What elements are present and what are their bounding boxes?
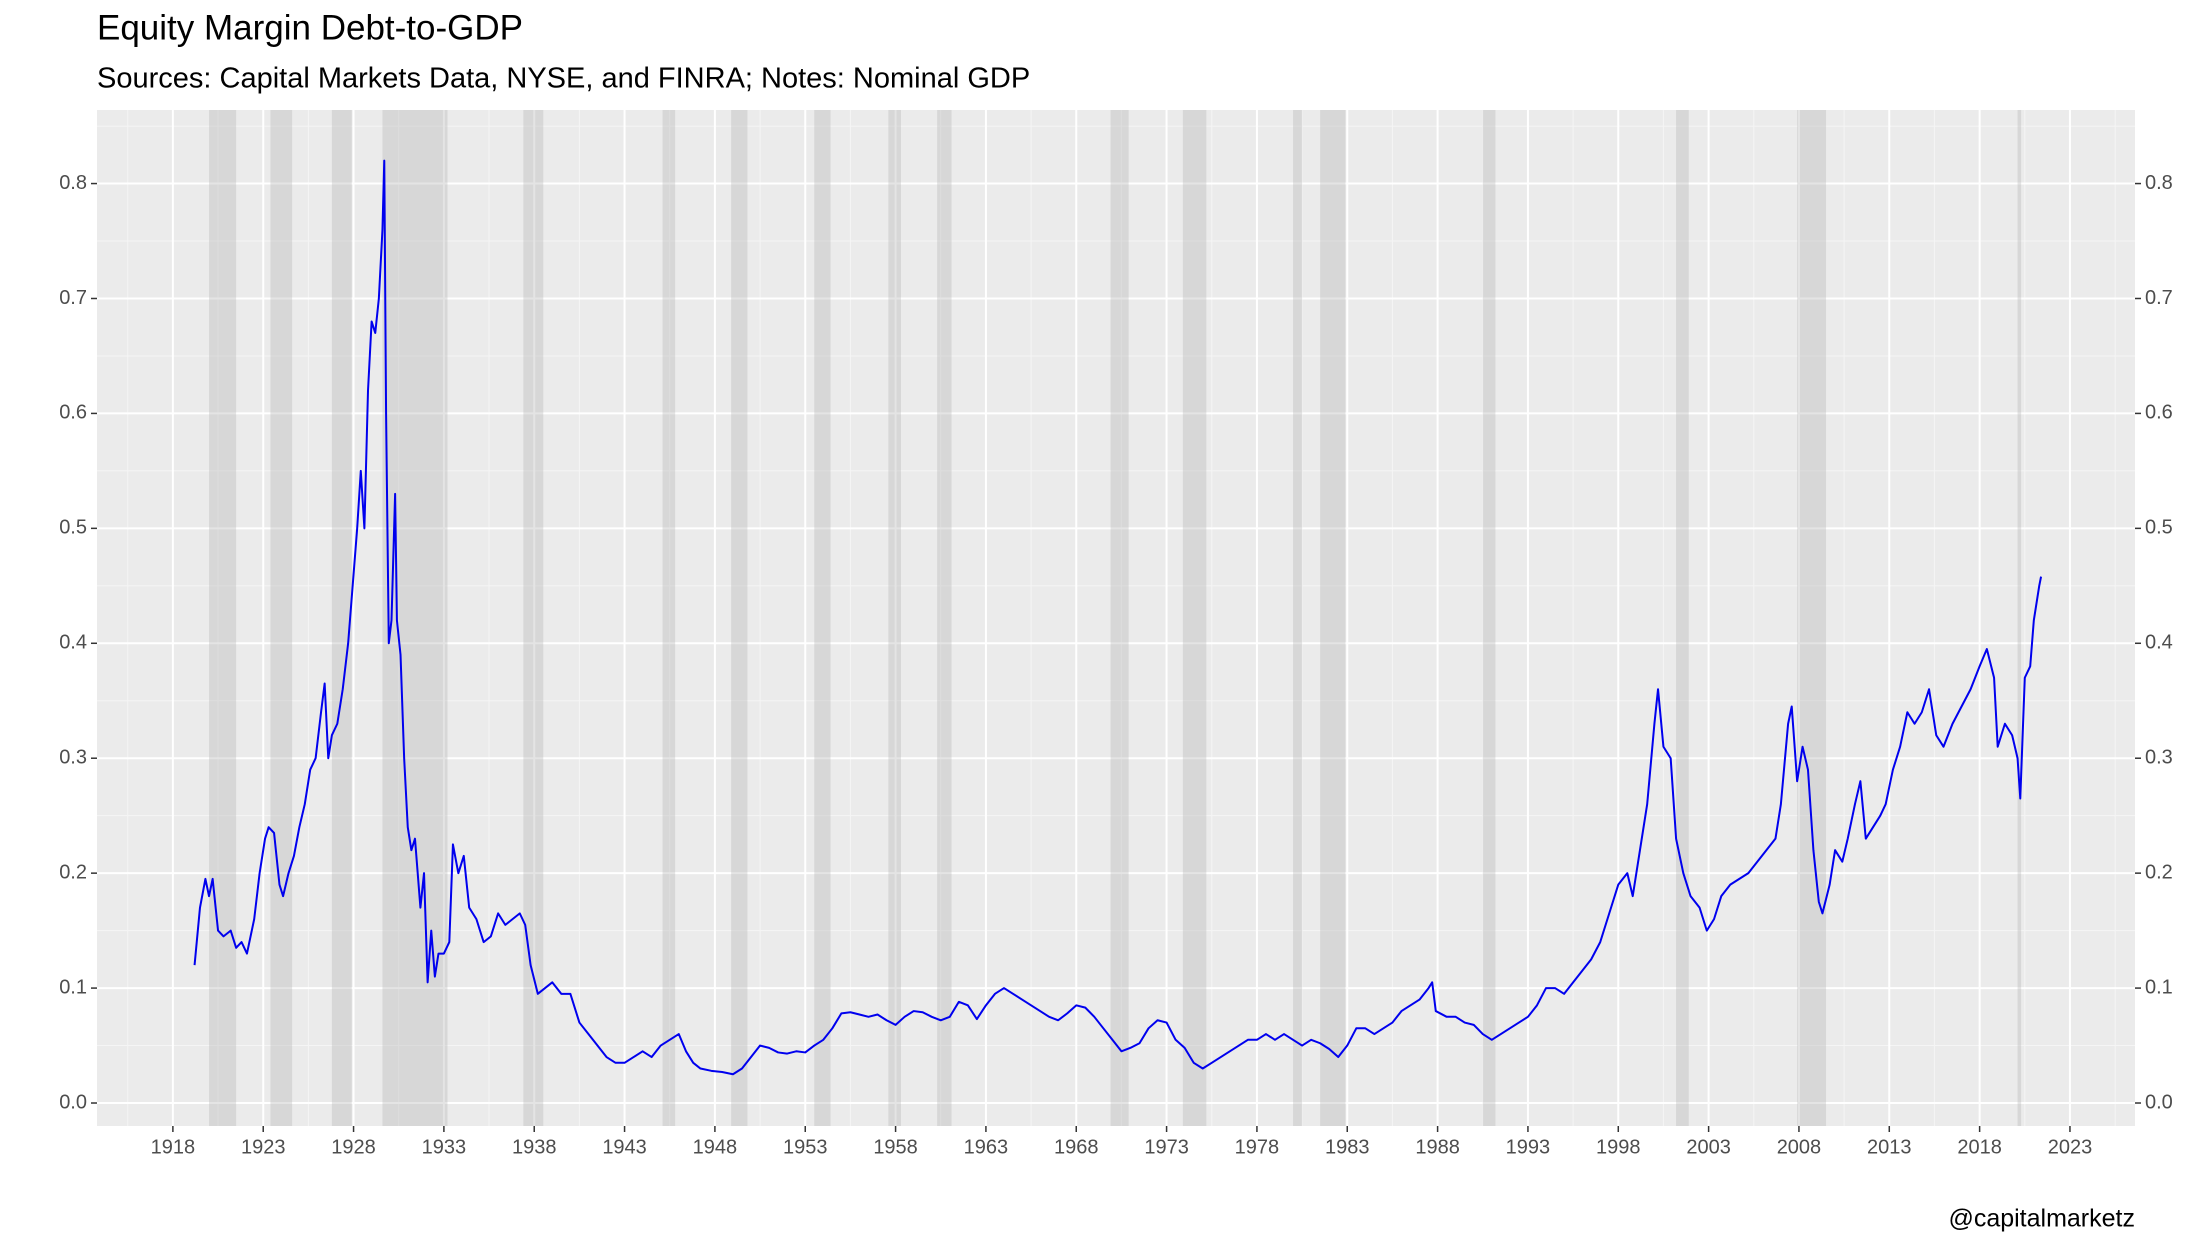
x-tick-label: 2023 [2048, 1136, 2093, 1158]
x-tick-label: 1918 [151, 1136, 196, 1158]
recession-band [937, 110, 952, 1126]
x-tick-label: 1998 [1596, 1136, 1641, 1158]
y-tick-label: 0.7 [59, 287, 87, 309]
x-tick-label: 2008 [1777, 1136, 1822, 1158]
x-tick-label: 2018 [1957, 1136, 2002, 1158]
x-tick-label: 1958 [873, 1136, 918, 1158]
x-tick-label: 1968 [1054, 1136, 1099, 1158]
recession-band [382, 110, 448, 1126]
recession-band [814, 110, 831, 1126]
recession-band [731, 110, 748, 1126]
y-tick-label: 0.6 [59, 402, 87, 424]
y-tick-label: 0.4 [59, 632, 87, 654]
x-tick-label: 1978 [1235, 1136, 1280, 1158]
recession-band [1797, 110, 1827, 1126]
y2-tick-label: 0.5 [2145, 517, 2173, 539]
y2-tick-label: 0.4 [2145, 632, 2173, 654]
chart-subtitle: Sources: Capital Markets Data, NYSE, and… [97, 63, 1030, 95]
x-tick-label: 1948 [693, 1136, 738, 1158]
x-tick-label: 1923 [241, 1136, 286, 1158]
y-tick-label: 0.2 [59, 861, 87, 883]
recession-band [1110, 110, 1129, 1126]
x-tick-label: 1973 [1144, 1136, 1189, 1158]
x-tick-label: 1988 [1415, 1136, 1460, 1158]
recession-band [1320, 110, 1346, 1126]
x-tick-label: 2003 [1686, 1136, 1731, 1158]
y-tick-label: 0.0 [59, 1091, 87, 1113]
y2-tick-label: 0.2 [2145, 861, 2173, 883]
y-tick-label: 0.1 [59, 976, 87, 998]
x-tick-label: 1943 [602, 1136, 647, 1158]
data-line [193, 159, 2043, 1076]
x-tick-label: 1928 [331, 1136, 376, 1158]
recession-band [662, 110, 676, 1126]
y2-tick-label: 0.3 [2145, 746, 2173, 768]
y2-tick-label: 0.0 [2145, 1091, 2173, 1113]
y-tick-label: 0.5 [59, 517, 87, 539]
y2-tick-label: 0.8 [2145, 172, 2173, 194]
recession-band [270, 110, 293, 1126]
x-tick-label: 1963 [964, 1136, 1009, 1158]
x-tick-label: 1993 [1506, 1136, 1551, 1158]
recession-band [2017, 110, 2022, 1126]
recession-band [1293, 110, 1303, 1126]
chart-title: Equity Margin Debt-to-GDP [97, 8, 523, 47]
caption: @capitalmarketz [1948, 1205, 2135, 1233]
plot-panel [97, 110, 2135, 1126]
recession-band [331, 110, 352, 1126]
x-tick-label: 1938 [512, 1136, 557, 1158]
x-tick-label: 1983 [1325, 1136, 1370, 1158]
x-tick-label: 1953 [783, 1136, 828, 1158]
recession-band [1482, 110, 1496, 1126]
y2-tick-label: 0.6 [2145, 402, 2173, 424]
y-tick-label: 0.8 [59, 172, 87, 194]
y2-tick-label: 0.1 [2145, 976, 2173, 998]
y2-tick-label: 0.7 [2145, 287, 2173, 309]
recession-band [888, 110, 901, 1126]
y-tick-label: 0.3 [59, 746, 87, 768]
recession-band [1182, 110, 1207, 1126]
x-tick-label: 2013 [1867, 1136, 1912, 1158]
x-tick-label: 1933 [422, 1136, 467, 1158]
recession-band [1676, 110, 1689, 1126]
recession-band [209, 110, 237, 1126]
recession-band [523, 110, 544, 1126]
